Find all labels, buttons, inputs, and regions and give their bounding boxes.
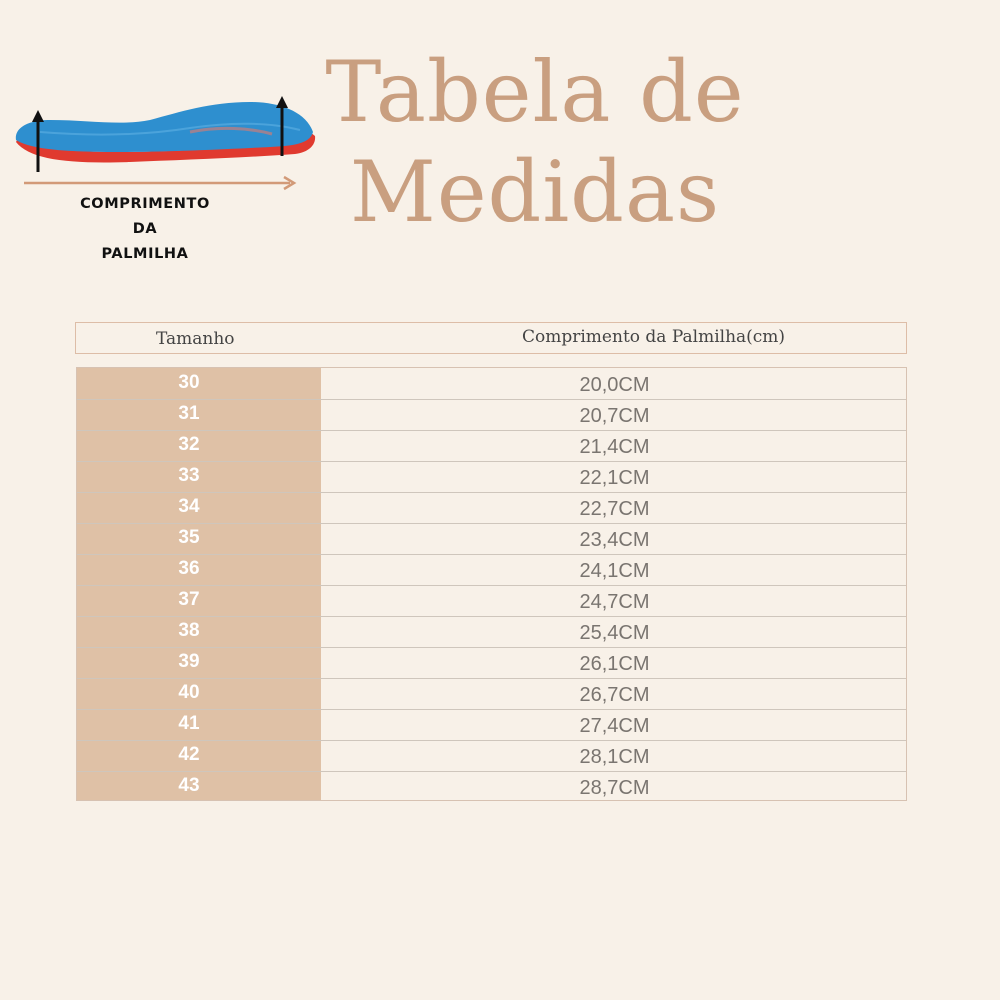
table-row: 32 21,4CM xyxy=(77,430,906,461)
length-cell: 27,4CM xyxy=(579,715,650,737)
table-row: 30 20,0CM xyxy=(77,368,906,399)
table-row: 37 24,7CM xyxy=(77,585,906,616)
row-divider xyxy=(77,461,906,462)
title-line-2: Medidas xyxy=(349,143,721,241)
table-row: 34 22,7CM xyxy=(77,492,906,523)
size-cell: 32 xyxy=(178,434,200,455)
row-divider xyxy=(77,430,906,431)
row-divider xyxy=(77,709,906,710)
row-divider xyxy=(77,647,906,648)
row-divider xyxy=(77,523,906,524)
title-line-1: Tabela de xyxy=(325,43,745,141)
size-cell: 34 xyxy=(178,496,200,517)
row-divider xyxy=(77,740,906,741)
size-cell: 37 xyxy=(178,589,200,610)
row-divider xyxy=(77,771,906,772)
size-cell: 42 xyxy=(178,744,200,765)
table-row: 38 25,4CM xyxy=(77,616,906,647)
table-row: 39 26,1CM xyxy=(77,647,906,678)
insole-illustration xyxy=(15,96,316,191)
size-column xyxy=(77,368,321,800)
size-cell: 35 xyxy=(178,527,200,548)
insole-icon xyxy=(15,96,316,191)
row-divider xyxy=(77,585,906,586)
size-cell: 41 xyxy=(178,713,200,734)
caption-line-3: PALMILHA xyxy=(101,246,189,262)
size-cell: 31 xyxy=(178,403,200,424)
row-divider xyxy=(77,616,906,617)
length-cell: 22,1CM xyxy=(579,467,650,489)
size-cell: 36 xyxy=(178,558,200,579)
length-cell: 23,4CM xyxy=(579,529,650,551)
table-row: 33 22,1CM xyxy=(77,461,906,492)
size-cell: 40 xyxy=(178,682,200,703)
size-cell: 43 xyxy=(178,775,200,796)
header-size: Tamanho xyxy=(156,329,235,349)
caption-line-2: DA xyxy=(132,221,158,237)
table-header: Tamanho Comprimento da Palmilha(cm) xyxy=(75,322,907,354)
table-row: 43 28,7CM xyxy=(77,771,906,802)
table-row: 40 26,7CM xyxy=(77,678,906,709)
table-row: 41 27,4CM xyxy=(77,709,906,740)
length-cell: 28,7CM xyxy=(579,777,650,799)
size-cell: 30 xyxy=(178,372,200,393)
length-cell: 25,4CM xyxy=(579,622,650,644)
row-divider xyxy=(77,399,906,400)
row-divider xyxy=(77,678,906,679)
row-divider xyxy=(77,492,906,493)
insole-caption: COMPRIMENTO DA PALMILHA xyxy=(40,192,250,267)
length-cell: 21,4CM xyxy=(579,436,650,458)
length-cell: 22,7CM xyxy=(579,498,650,520)
table-row: 42 28,1CM xyxy=(77,740,906,771)
header-length: Comprimento da Palmilha(cm) xyxy=(522,327,786,347)
size-table: 30 20,0CM 31 20,7CM 32 21,4CM 33 22,1CM 34 22,7CM… xyxy=(76,367,907,801)
length-cell: 26,1CM xyxy=(579,653,650,675)
length-cell: 20,7CM xyxy=(579,405,650,427)
caption-line-1: COMPRIMENTO xyxy=(80,196,210,212)
page-title: Tabela de Medidas xyxy=(300,42,770,242)
length-cell: 26,7CM xyxy=(579,684,650,706)
length-cell: 28,1CM xyxy=(579,746,650,768)
table-row: 31 20,7CM xyxy=(77,399,906,430)
size-cell: 38 xyxy=(178,620,200,641)
size-cell: 33 xyxy=(178,465,200,486)
length-cell: 24,7CM xyxy=(579,591,650,613)
length-cell: 24,1CM xyxy=(579,560,650,582)
table-row: 35 23,4CM xyxy=(77,523,906,554)
length-cell: 20,0CM xyxy=(579,374,650,396)
table-row: 36 24,1CM xyxy=(77,554,906,585)
size-cell: 39 xyxy=(178,651,200,672)
row-divider xyxy=(77,554,906,555)
